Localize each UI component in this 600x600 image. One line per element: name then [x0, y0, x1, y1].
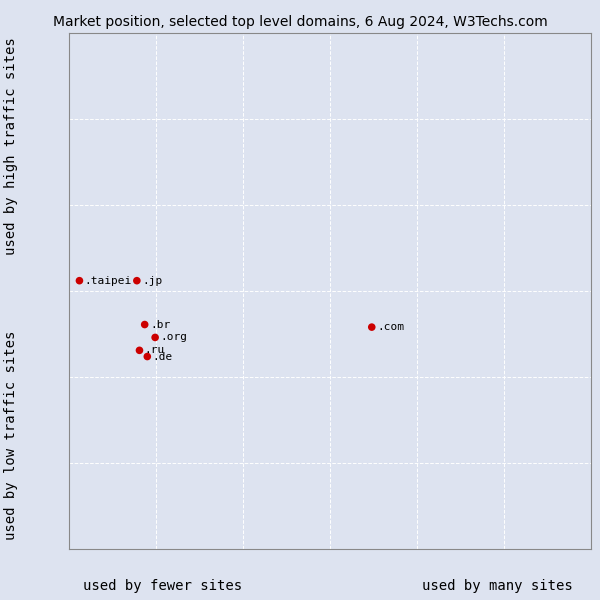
- Text: used by low traffic sites: used by low traffic sites: [4, 331, 18, 540]
- Point: [132, 276, 142, 286]
- Text: used by high traffic sites: used by high traffic sites: [4, 38, 18, 256]
- Text: .de: .de: [152, 352, 173, 362]
- Point: [151, 332, 160, 342]
- Text: .org: .org: [160, 332, 187, 343]
- Text: used by fewer sites: used by fewer sites: [83, 579, 242, 593]
- Text: .com: .com: [377, 322, 404, 332]
- Text: .jp: .jp: [142, 275, 163, 286]
- Point: [140, 320, 149, 329]
- Text: used by many sites: used by many sites: [422, 579, 572, 593]
- Text: Market position, selected top level domains, 6 Aug 2024, W3Techs.com: Market position, selected top level doma…: [53, 15, 547, 29]
- Text: .taipei: .taipei: [85, 275, 132, 286]
- Point: [143, 352, 152, 361]
- Text: .br: .br: [150, 320, 170, 329]
- Point: [74, 276, 84, 286]
- Point: [367, 322, 377, 332]
- Point: [134, 346, 144, 355]
- Text: .ru: .ru: [145, 346, 165, 355]
